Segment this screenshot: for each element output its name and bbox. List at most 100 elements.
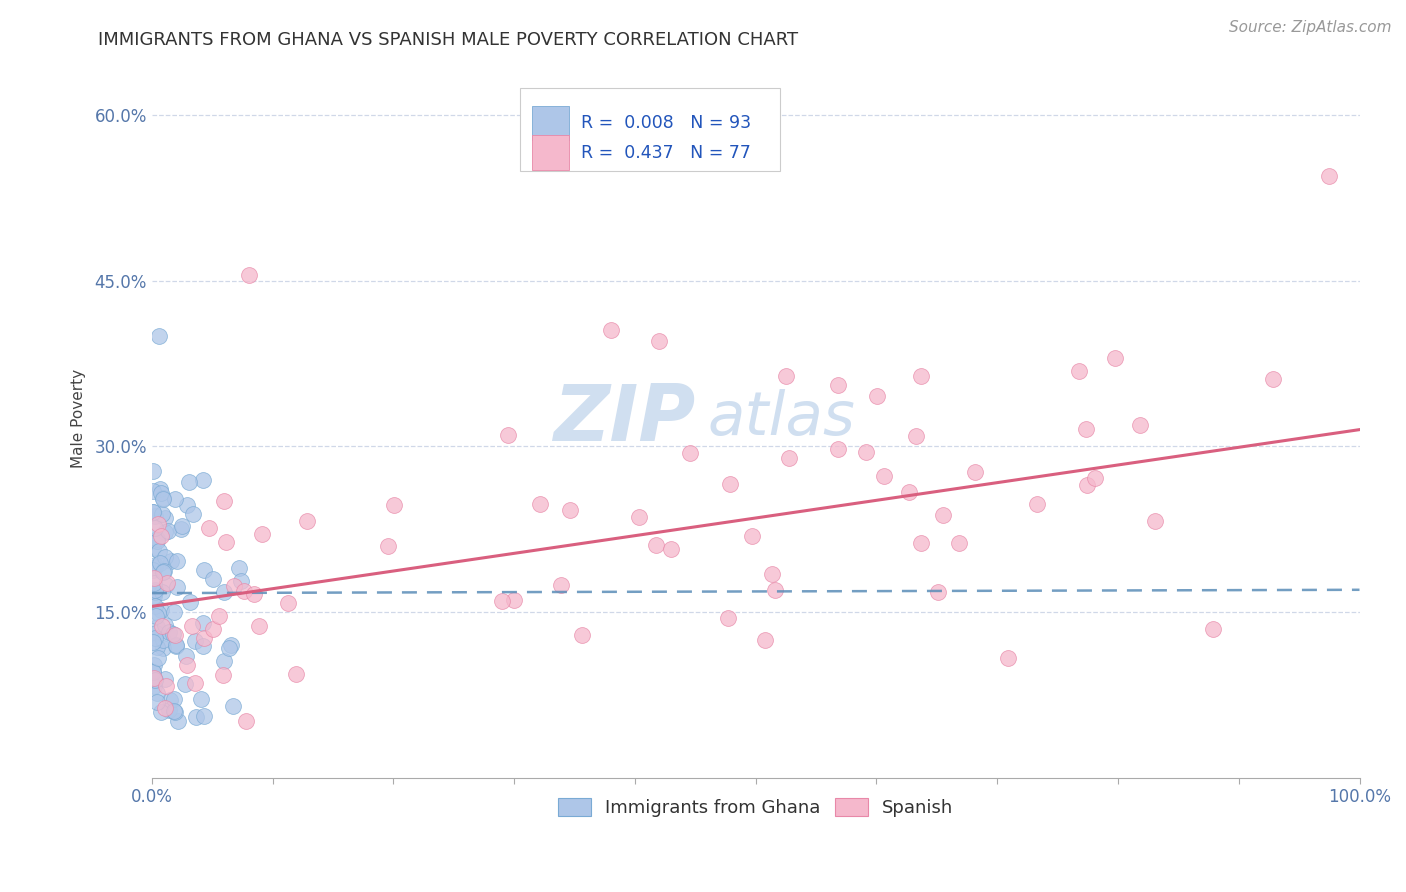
- Point: [741, 529, 763, 543]
- Point: [152, 585, 174, 599]
- Point: [148, 544, 170, 558]
- Point: [149, 706, 172, 720]
- Point: [193, 631, 215, 645]
- Point: [165, 638, 187, 652]
- Point: [873, 469, 896, 483]
- Point: [142, 541, 165, 556]
- Point: [153, 550, 176, 565]
- Point: [159, 693, 181, 707]
- Point: [754, 632, 776, 647]
- Point: [142, 506, 165, 520]
- Point: [142, 484, 165, 499]
- Point: [149, 556, 172, 570]
- Point: [222, 579, 245, 593]
- Point: [179, 594, 201, 608]
- Point: [215, 535, 238, 549]
- Point: [162, 627, 184, 641]
- Point: [238, 268, 260, 282]
- Point: [193, 709, 215, 723]
- Point: [143, 679, 166, 693]
- Point: [229, 574, 252, 588]
- Point: [202, 623, 225, 637]
- Point: [778, 451, 800, 466]
- Point: [153, 525, 176, 540]
- Point: [146, 533, 169, 548]
- Point: [243, 587, 266, 601]
- Point: [599, 323, 621, 337]
- Point: [146, 532, 169, 546]
- Point: [1026, 497, 1049, 511]
- Point: [1074, 422, 1097, 436]
- Point: [148, 606, 170, 620]
- Point: [382, 498, 405, 512]
- Point: [146, 640, 169, 654]
- Point: [491, 593, 513, 607]
- Point: [155, 673, 177, 687]
- Point: [153, 617, 176, 632]
- Point: [146, 686, 169, 700]
- Y-axis label: Male Poverty: Male Poverty: [72, 369, 86, 468]
- Point: [648, 334, 671, 349]
- Point: [176, 648, 198, 663]
- Point: [1317, 169, 1340, 183]
- Point: [827, 442, 849, 456]
- Point: [627, 510, 650, 524]
- Point: [235, 714, 257, 728]
- Point: [143, 559, 166, 574]
- Point: [166, 554, 188, 568]
- Point: [152, 566, 174, 580]
- Point: [1104, 351, 1126, 366]
- Text: R =  0.008   N = 93: R = 0.008 N = 93: [581, 114, 751, 132]
- Point: [143, 589, 166, 603]
- Point: [219, 638, 242, 652]
- Point: [184, 676, 207, 690]
- Point: [142, 665, 165, 679]
- Point: [965, 465, 987, 479]
- Point: [153, 564, 176, 578]
- Point: [208, 609, 231, 624]
- Point: [170, 522, 193, 536]
- Legend: Immigrants from Ghana, Spanish: Immigrants from Ghana, Spanish: [550, 789, 962, 826]
- FancyBboxPatch shape: [533, 106, 568, 140]
- Point: [221, 698, 243, 713]
- Point: [142, 505, 165, 519]
- Point: [143, 658, 166, 673]
- Point: [529, 497, 551, 511]
- Point: [155, 577, 177, 591]
- Point: [181, 507, 204, 521]
- Point: [659, 541, 682, 556]
- Point: [150, 507, 173, 521]
- Point: [166, 580, 188, 594]
- Point: [152, 491, 174, 505]
- Point: [250, 526, 273, 541]
- Point: [948, 536, 970, 550]
- Point: [152, 492, 174, 507]
- Point: [898, 484, 921, 499]
- Point: [184, 710, 207, 724]
- Point: [1067, 364, 1090, 378]
- Point: [156, 524, 179, 538]
- Point: [142, 576, 165, 591]
- Point: [173, 677, 195, 691]
- Point: [775, 369, 797, 384]
- Point: [905, 428, 928, 442]
- Point: [1076, 478, 1098, 492]
- Point: [212, 668, 235, 682]
- Point: [1202, 623, 1225, 637]
- Point: [157, 703, 180, 717]
- Point: [191, 473, 214, 487]
- Point: [644, 537, 666, 551]
- Point: [149, 603, 172, 617]
- Point: [212, 585, 235, 599]
- FancyBboxPatch shape: [520, 88, 780, 171]
- Point: [932, 508, 955, 523]
- Point: [143, 673, 166, 688]
- Point: [214, 654, 236, 668]
- Point: [218, 640, 240, 655]
- Point: [145, 609, 167, 624]
- Text: Source: ZipAtlas.com: Source: ZipAtlas.com: [1229, 20, 1392, 35]
- Point: [228, 561, 250, 575]
- Point: [827, 378, 849, 392]
- Point: [763, 583, 786, 598]
- Point: [176, 498, 198, 512]
